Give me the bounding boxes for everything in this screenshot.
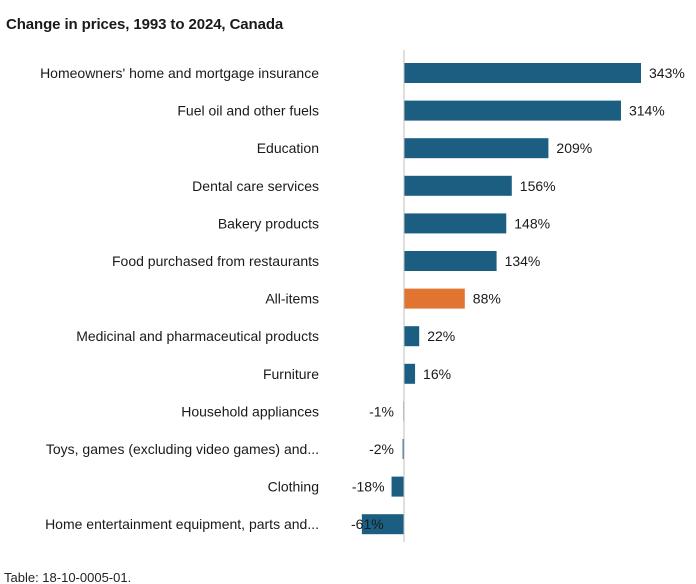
bar-series — [404, 363, 416, 384]
category-label: Toys, games (excluding video games) and.… — [46, 441, 319, 457]
bar-series — [404, 100, 621, 121]
bar-series — [404, 63, 641, 83]
value-label: -2% — [369, 441, 394, 457]
value-label: -18% — [352, 479, 385, 495]
value-label: 88% — [473, 291, 501, 307]
bar-series — [404, 326, 420, 347]
value-label: 16% — [423, 366, 451, 382]
bar-series — [391, 476, 404, 497]
category-label: Furniture — [263, 366, 319, 382]
chart-title: Change in prices, 1993 to 2024, Canada — [6, 16, 284, 33]
value-label: 209% — [556, 140, 592, 156]
source-note: Table: 18-10-0005-01. — [4, 570, 132, 584]
category-label: Fuel oil and other fuels — [177, 103, 319, 119]
category-label: All-items — [265, 291, 319, 307]
value-label: 343% — [649, 65, 685, 81]
bar-series — [402, 439, 404, 459]
category-label: Medicinal and pharmaceutical products — [76, 328, 319, 344]
category-label: Homeowners' home and mortgage insurance — [40, 65, 319, 81]
value-label: -1% — [369, 403, 394, 419]
category-label: Home entertainment equipment, parts and.… — [45, 516, 319, 532]
value-label: 314% — [629, 103, 665, 119]
category-label: Bakery products — [218, 215, 319, 231]
value-label: 156% — [520, 178, 556, 194]
value-label: 22% — [427, 328, 455, 344]
bar-series — [404, 213, 507, 234]
value-label: 134% — [505, 253, 541, 269]
category-label: Dental care services — [192, 178, 319, 194]
category-label: Clothing — [268, 479, 319, 495]
bar-series — [404, 251, 497, 271]
value-label: 148% — [514, 215, 550, 231]
bar-series — [404, 138, 549, 159]
bar-highlight — [404, 288, 465, 309]
category-label: Education — [257, 140, 319, 156]
bar-series — [361, 514, 404, 535]
bar-chart: Homeowners' home and mortgage insurance 3… — [40, 50, 685, 542]
category-label: Household appliances — [181, 403, 319, 419]
bar-series — [404, 175, 512, 196]
value-label: -61% — [351, 516, 384, 532]
category-label: Food purchased from restaurants — [112, 253, 319, 269]
